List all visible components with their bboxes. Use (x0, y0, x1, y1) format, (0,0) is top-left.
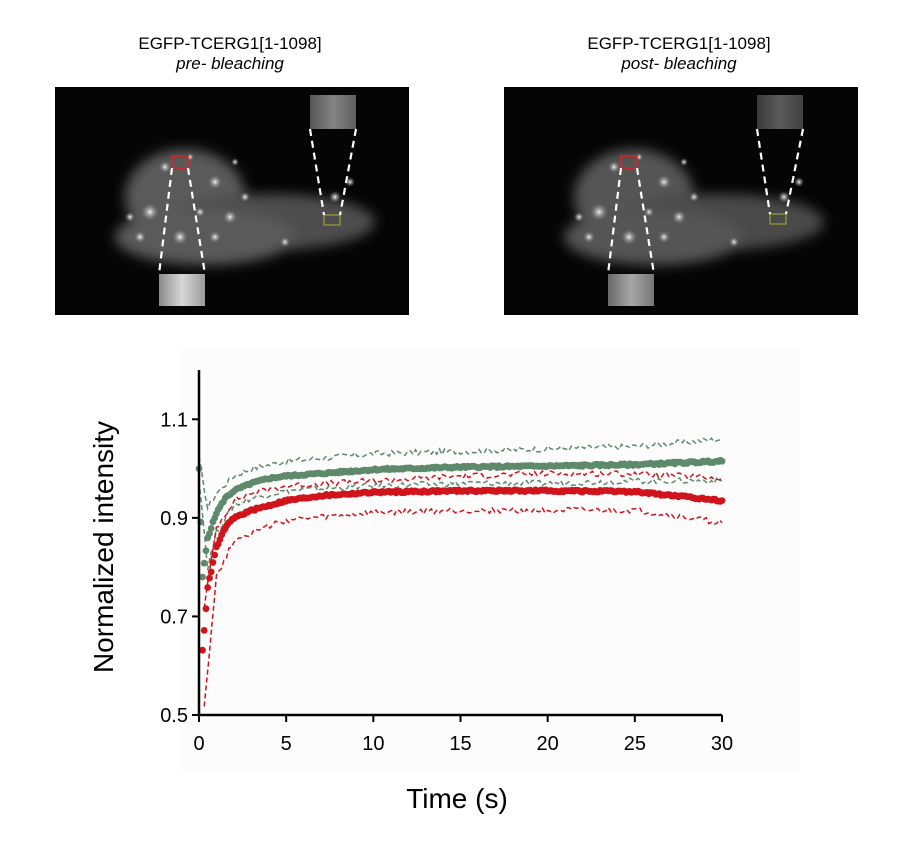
series-0-upper-error-line (198, 437, 723, 512)
series-1-point (718, 497, 726, 504)
series-0-point (206, 530, 213, 537)
x-tick-label: 30 (711, 733, 733, 755)
series-0-point (718, 457, 726, 465)
x-tick-label: 5 (281, 733, 292, 755)
roi-zoom-patch-speckle-post (608, 274, 654, 306)
panel-title-post: EGFP-TCERG1[1-1098] post- bleaching (504, 34, 854, 74)
series-1-upper-error-line (203, 469, 723, 609)
zoom-guide-lines (157, 128, 358, 275)
x-tick-label: 25 (624, 733, 646, 755)
series-1-point (209, 559, 217, 566)
roi-zoom-patch-speckle (159, 274, 205, 306)
cell-image-post (564, 95, 824, 306)
x-axis-label: Time (s) (406, 783, 508, 814)
zoom-guide-lines-post (606, 128, 805, 275)
series-1-point (202, 605, 210, 613)
y-tick-label: 0.7 (160, 606, 188, 628)
y-tick-label: 1.1 (160, 409, 188, 431)
series-0-point (199, 573, 206, 581)
micrograph-post-bleaching (504, 87, 858, 315)
series-0-point (202, 547, 210, 554)
series-1-point (199, 646, 206, 654)
roi-zoom-patch-nucleoplasm (310, 95, 356, 129)
panel-subtitle-post: post- bleaching (621, 54, 737, 73)
series-1-lower-error-line (203, 506, 723, 707)
panel-title-pre-main: EGFP-TCERG1[1-1098] (138, 34, 322, 53)
series-1 (199, 469, 726, 707)
roi-green-box (323, 214, 341, 226)
frap-recovery-chart: 0 5 10 15 20 25 30 0.5 0.7 0.9 1.1 Time (s) Normal… (88, 350, 800, 814)
x-tick-label: 0 (193, 733, 204, 755)
series-0-point (207, 525, 215, 532)
series-1-point (200, 627, 208, 634)
series-1-point (211, 551, 219, 559)
y-axis-label: Normalized intensity (88, 421, 119, 673)
y-tick-label: 0.5 (160, 705, 188, 727)
roi-zoom-patch-nucleoplasm-post (757, 95, 803, 129)
y-tick-label: 0.9 (160, 508, 188, 530)
chart-background (180, 350, 800, 770)
series-1-point (207, 568, 215, 576)
cell-image-pre (115, 95, 375, 306)
series-0-point (200, 559, 208, 567)
roi-red-box-post (620, 155, 638, 169)
x-tick-label: 15 (449, 733, 471, 755)
roi-red-box (171, 155, 189, 169)
panel-subtitle-pre: pre- bleaching (176, 54, 284, 73)
x-tick-label: 10 (362, 733, 384, 755)
series-layer (195, 437, 726, 707)
panel-title-pre: EGFP-TCERG1[1-1098] pre- bleaching (55, 34, 405, 74)
micrograph-pre-bleaching (55, 87, 409, 315)
series-0 (195, 437, 726, 581)
roi-green-box-post (769, 213, 787, 225)
panel-title-post-main: EGFP-TCERG1[1-1098] (587, 34, 771, 53)
series-1-point (204, 584, 212, 591)
axes-layer: 0 5 10 15 20 25 30 0.5 0.7 0.9 1.1 (160, 370, 733, 755)
series-1-point (206, 574, 213, 582)
x-tick-label: 20 (537, 733, 559, 755)
